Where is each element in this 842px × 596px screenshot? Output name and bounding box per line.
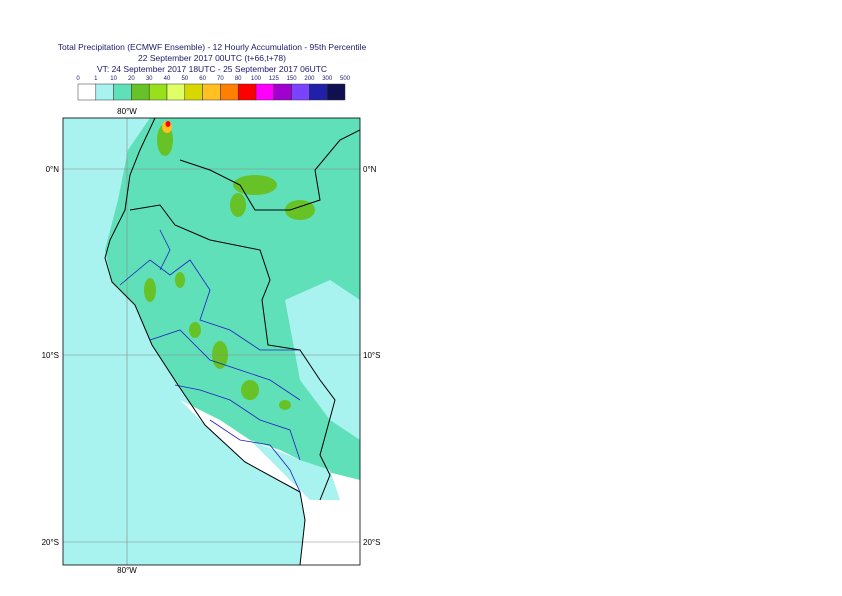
meridian-label: 80°W	[117, 566, 137, 575]
legend-label: 150	[287, 76, 298, 82]
precip-field	[250, 440, 340, 500]
legend-label: 300	[322, 76, 333, 82]
precip-field	[285, 280, 360, 440]
title-line: Total Precipitation (ECMWF Ensemble) - 1…	[58, 42, 367, 52]
legend-label: 30	[146, 76, 153, 82]
legend-swatch	[291, 83, 310, 101]
legend-swatch	[202, 83, 221, 101]
legend-label: 0	[76, 76, 80, 82]
legend-label: 50	[181, 76, 188, 82]
legend-label: 100	[251, 76, 262, 82]
legend-swatch	[113, 83, 132, 101]
legend-label: 500	[340, 76, 351, 82]
precip-blob	[165, 121, 171, 127]
parallel-label: 0°N	[363, 165, 377, 174]
legend-label: 10	[110, 76, 117, 82]
legend-swatch	[255, 83, 275, 101]
dry-area	[180, 400, 360, 565]
legend-swatch	[166, 83, 186, 101]
legend-swatch	[184, 83, 203, 101]
legend-swatch	[326, 83, 346, 101]
title-line: VT: 24 September 2017 18UTC - 25 Septemb…	[97, 64, 327, 74]
parallel-label: 10°S	[42, 351, 59, 360]
legend-label: 70	[217, 76, 224, 82]
legend-swatch	[77, 83, 97, 101]
precip-blobs	[144, 124, 315, 410]
legend-label: 125	[269, 76, 280, 82]
country-borders	[104, 118, 360, 565]
color-legend: 0 1 10 20 30 40 50 60 70 80 100 125 150 200 300 500	[76, 76, 351, 101]
legend-label: 80	[235, 76, 242, 82]
parallel-label: 10°S	[363, 351, 380, 360]
map-frame	[62, 117, 361, 566]
legend-label: 200	[304, 76, 315, 82]
parallel-label: 0°N	[46, 165, 60, 174]
legend-label: 20	[128, 76, 135, 82]
legend-label: 60	[199, 76, 206, 82]
legend-swatch	[273, 83, 292, 101]
region-borders	[119, 229, 301, 493]
parallel-label: 20°S	[363, 538, 380, 547]
legend-swatch	[95, 83, 114, 101]
meridian-label: 80°W	[117, 107, 137, 116]
legend-label: 40	[164, 76, 171, 82]
legend-swatch	[237, 83, 257, 101]
precip-field	[105, 118, 360, 565]
parallel-label: 20°S	[42, 538, 59, 547]
legend-swatch	[309, 83, 328, 101]
legend-swatch	[131, 83, 150, 101]
graticule	[63, 118, 360, 565]
legend-swatch	[220, 83, 239, 101]
map	[63, 118, 360, 565]
legend-swatch	[148, 83, 168, 101]
legend-label: 1	[94, 76, 98, 82]
title-line: 22 September 2017 00UTC (t+66,t+78)	[138, 53, 286, 63]
